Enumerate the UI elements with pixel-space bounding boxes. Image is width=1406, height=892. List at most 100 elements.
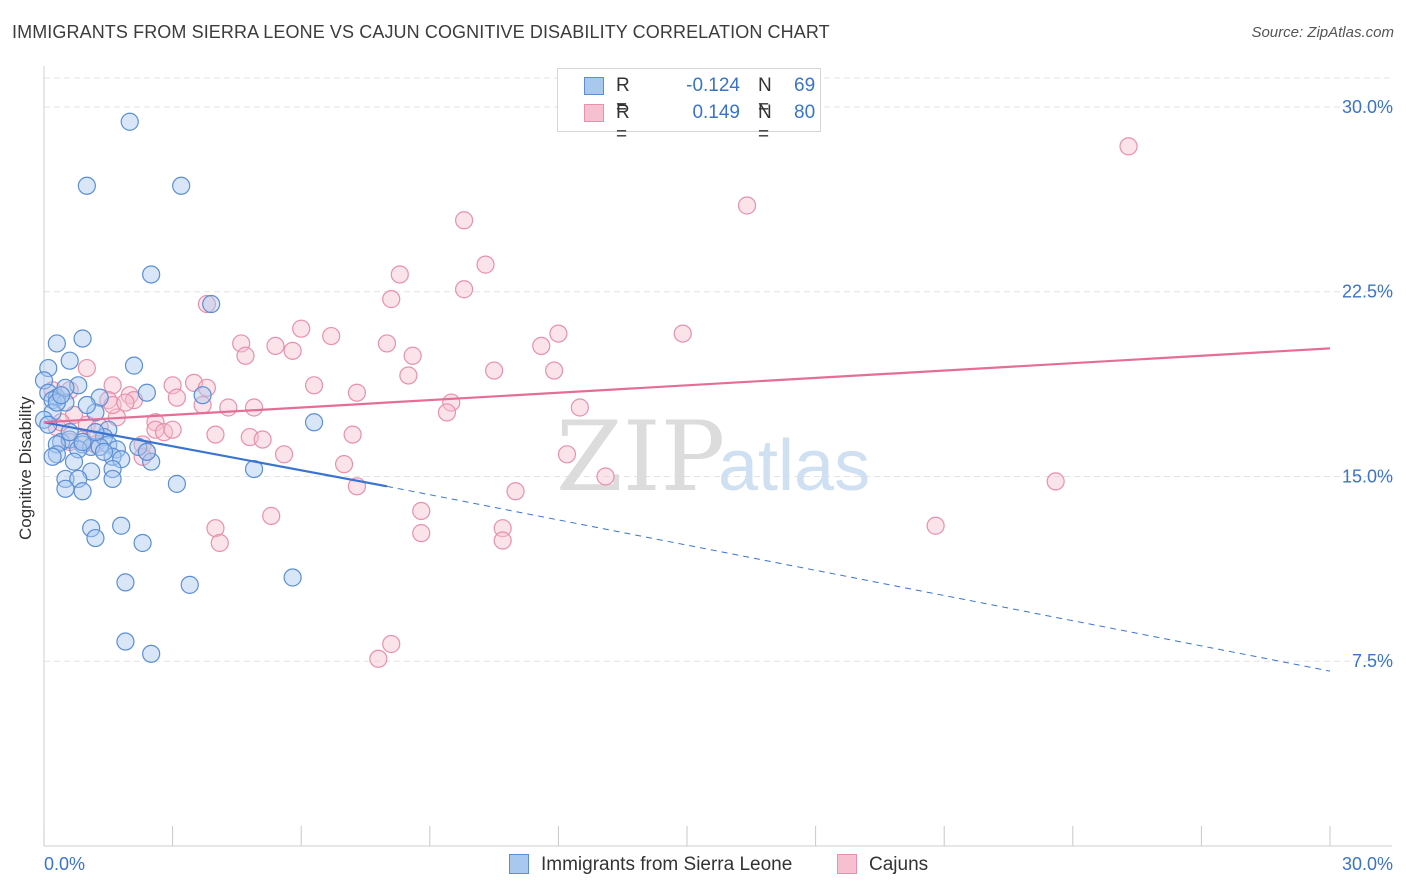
data-point: [103, 459, 122, 479]
data-point: [545, 361, 564, 380]
data-point: [244, 398, 264, 417]
data-point: [103, 469, 122, 489]
data-point: [493, 519, 512, 538]
y-tick-label: 7.5%: [1352, 651, 1393, 671]
pink-swatch: [837, 854, 857, 874]
data-point: [206, 519, 225, 538]
data-point: [596, 467, 615, 486]
data-point: [210, 533, 229, 553]
data-point: [343, 425, 362, 444]
data-point: [369, 649, 388, 668]
data-point: [82, 519, 101, 538]
blue-trend-extension: [386, 485, 1331, 672]
data-point: [73, 432, 92, 452]
n-value: 80: [794, 102, 816, 123]
data-point: [43, 447, 62, 466]
data-point: [454, 280, 474, 299]
data-point: [112, 516, 131, 535]
data-point: [137, 383, 156, 402]
data-point: [124, 356, 144, 375]
data-point: [347, 383, 367, 402]
r-label: R =: [616, 75, 630, 118]
data-point: [163, 420, 182, 439]
tick-labels: 7.5% 15.0% 22.5% 30.0% 0.0% 30.0%: [44, 97, 1393, 874]
watermark-zip: ZIP: [556, 401, 725, 513]
data-point: [73, 482, 92, 501]
data-point: [142, 644, 161, 663]
data-point: [180, 575, 199, 594]
data-point: [570, 398, 589, 417]
blue-trend-line: [43, 421, 388, 488]
data-point: [266, 336, 285, 356]
data-point: [412, 501, 431, 521]
data-point: [382, 634, 401, 654]
data-point: [77, 358, 96, 378]
chart-title: IMMIGRANTS FROM SIERRA LEONE VS CAJUN CO…: [12, 22, 830, 42]
data-point: [52, 386, 71, 405]
data-point: [454, 211, 474, 230]
data-point: [56, 479, 75, 498]
blue-swatch: [584, 77, 604, 95]
source-credit: Source: ZipAtlas.com: [1251, 24, 1394, 41]
watermark-atlas: atlas: [718, 426, 870, 506]
data-point: [549, 324, 568, 343]
n-value: 69: [794, 75, 816, 96]
data-point: [137, 442, 156, 461]
data-point: [197, 294, 216, 314]
data-point: [193, 386, 212, 405]
data-point: [476, 255, 495, 274]
data-point: [94, 442, 114, 461]
legend-label: Cajuns: [869, 854, 929, 875]
data-point: [116, 393, 135, 412]
data-point: [219, 398, 238, 417]
data-point: [506, 482, 525, 501]
data-point: [399, 366, 418, 385]
data-point: [334, 455, 354, 474]
data-point: [437, 403, 457, 422]
series-legend: Immigrants from Sierra Leone Cajuns: [0, 850, 1406, 880]
data-point: [283, 341, 302, 360]
data-point: [493, 531, 512, 550]
data-point: [142, 452, 161, 471]
data-point: [557, 445, 577, 464]
n-label: N =: [758, 102, 772, 145]
data-point: [77, 176, 96, 195]
data-point: [116, 573, 135, 592]
n-label: N =: [758, 75, 772, 118]
legend-label: Immigrants from Sierra Leone: [541, 854, 793, 875]
y-tick-label: 22.5%: [1342, 282, 1393, 302]
r-value: -0.124: [686, 75, 740, 96]
data-point: [120, 112, 139, 131]
data-point: [73, 329, 92, 348]
data-point: [236, 346, 255, 365]
data-point: [377, 334, 397, 353]
data-point: [390, 265, 409, 284]
data-point: [262, 506, 281, 525]
y-tick-label: 15.0%: [1342, 466, 1393, 486]
data-point: [322, 326, 341, 346]
data-point: [47, 334, 66, 353]
r-label: R =: [616, 102, 630, 145]
data-point: [382, 290, 401, 309]
data-point: [64, 452, 84, 471]
data-point: [673, 324, 692, 343]
y-axis-label: Cognitive Disability: [16, 396, 35, 540]
data-point: [926, 516, 945, 535]
data-point: [283, 568, 302, 587]
trend-lines: [43, 347, 1331, 672]
data-point: [202, 294, 221, 314]
data-point: [167, 388, 186, 407]
data-point: [532, 336, 551, 356]
data-point: [116, 632, 135, 651]
data-point: [56, 469, 75, 489]
data-point: [60, 351, 79, 370]
data-point: [167, 474, 186, 493]
data-point: [1046, 472, 1065, 491]
data-point: [1119, 137, 1138, 156]
data-point: [77, 395, 96, 415]
x-tick-label: 30.0%: [1342, 854, 1393, 874]
data-point: [412, 524, 431, 543]
correlation-legend: R = -0.124 N = 69 R = 0.149 N = 80: [557, 68, 821, 145]
